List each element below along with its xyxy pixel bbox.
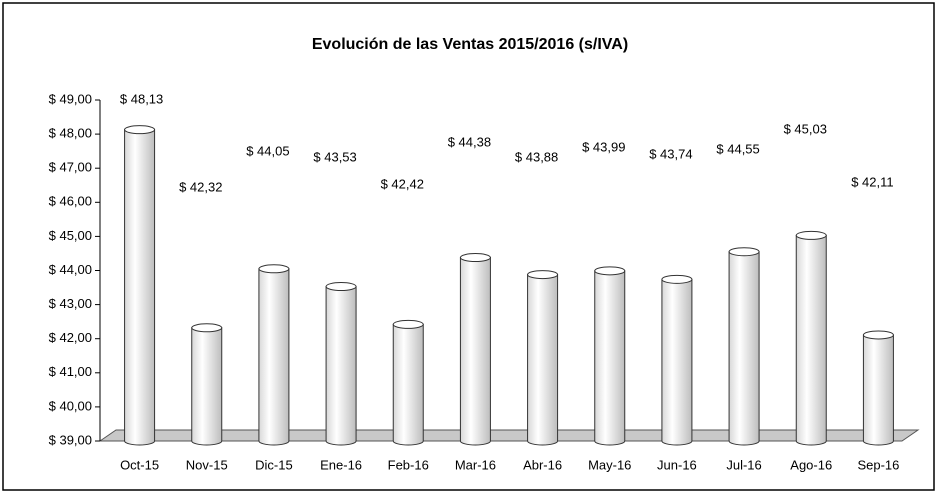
bar-top — [191, 323, 223, 333]
value-label: $ 43,53 — [313, 149, 356, 164]
y-tick-label: $ 43,00 — [49, 296, 92, 311]
x-tick-label: Nov-15 — [186, 457, 228, 472]
value-label: $ 43,74 — [649, 146, 692, 161]
x-tick-label: Ene-16 — [320, 457, 362, 472]
value-label: $ 42,42 — [381, 176, 424, 191]
y-tick-label: $ 49,00 — [49, 91, 92, 106]
x-tick-label: Jul-16 — [726, 457, 761, 472]
value-label: $ 44,05 — [246, 143, 289, 158]
bar-body — [594, 270, 626, 446]
x-tick-label: May-16 — [588, 457, 631, 472]
bar-top — [325, 282, 357, 292]
bar-top — [661, 274, 693, 284]
y-tick-label: $ 45,00 — [49, 228, 92, 243]
value-label: $ 44,55 — [716, 141, 759, 156]
y-tick-label: $ 40,00 — [49, 398, 92, 413]
x-tick-label: Ago-16 — [790, 457, 832, 472]
value-label: $ 43,88 — [515, 149, 558, 164]
bar-body — [191, 327, 223, 446]
y-tick-label: $ 41,00 — [49, 364, 92, 379]
bar — [459, 253, 491, 446]
y-tick-label: $ 46,00 — [49, 194, 92, 209]
bar-body — [862, 334, 894, 446]
bar-top — [594, 266, 626, 276]
x-tick-label: Jun-16 — [657, 457, 697, 472]
bar-body — [728, 251, 760, 446]
x-tick-label: Dic-15 — [255, 457, 293, 472]
value-label: $ 42,11 — [851, 174, 893, 189]
x-tick-label: Sep-16 — [857, 457, 899, 472]
bar — [392, 319, 424, 446]
bar — [124, 125, 156, 446]
bar-top — [124, 125, 156, 135]
x-tick-label: Abr-16 — [523, 457, 562, 472]
value-label: $ 48,13 — [120, 91, 163, 106]
bar-top — [459, 253, 491, 263]
x-tick-label: Mar-16 — [455, 457, 496, 472]
value-label: $ 43,99 — [582, 139, 625, 154]
bar-top — [392, 319, 424, 329]
bar-body — [392, 323, 424, 446]
floor — [98, 429, 920, 442]
chart-title: Evolución de las Ventas 2015/2016 (s/IVA… — [312, 36, 628, 53]
bar-body — [795, 234, 827, 446]
y-tick-label: $ 42,00 — [49, 330, 92, 345]
bar — [862, 330, 894, 446]
value-label: $ 44,38 — [448, 134, 491, 149]
bar-body — [258, 268, 290, 446]
bar-top — [862, 330, 894, 340]
bar — [325, 282, 357, 446]
x-tick-label: Oct-15 — [120, 457, 159, 472]
bar-body — [527, 274, 559, 446]
bar-top — [728, 247, 760, 257]
bar-body — [459, 257, 491, 446]
y-tick-label: $ 44,00 — [49, 262, 92, 277]
bar-body — [124, 129, 156, 446]
bar — [594, 266, 626, 446]
bar-top — [795, 230, 827, 240]
y-tick-label: $ 47,00 — [49, 160, 92, 175]
bar-top — [258, 264, 290, 274]
bar — [795, 230, 827, 446]
y-tick-label: $ 39,00 — [49, 432, 92, 447]
bar — [527, 270, 559, 446]
y-tick-label: $ 48,00 — [49, 126, 92, 141]
bar — [728, 247, 760, 446]
bar-top — [527, 270, 559, 280]
value-label: $ 45,03 — [784, 121, 827, 136]
value-label: $ 42,32 — [179, 179, 222, 194]
bar — [258, 264, 290, 446]
bar-body — [325, 286, 357, 446]
x-tick-label: Feb-16 — [388, 457, 429, 472]
bar-body — [661, 278, 693, 446]
bar — [661, 274, 693, 446]
bar — [191, 323, 223, 446]
